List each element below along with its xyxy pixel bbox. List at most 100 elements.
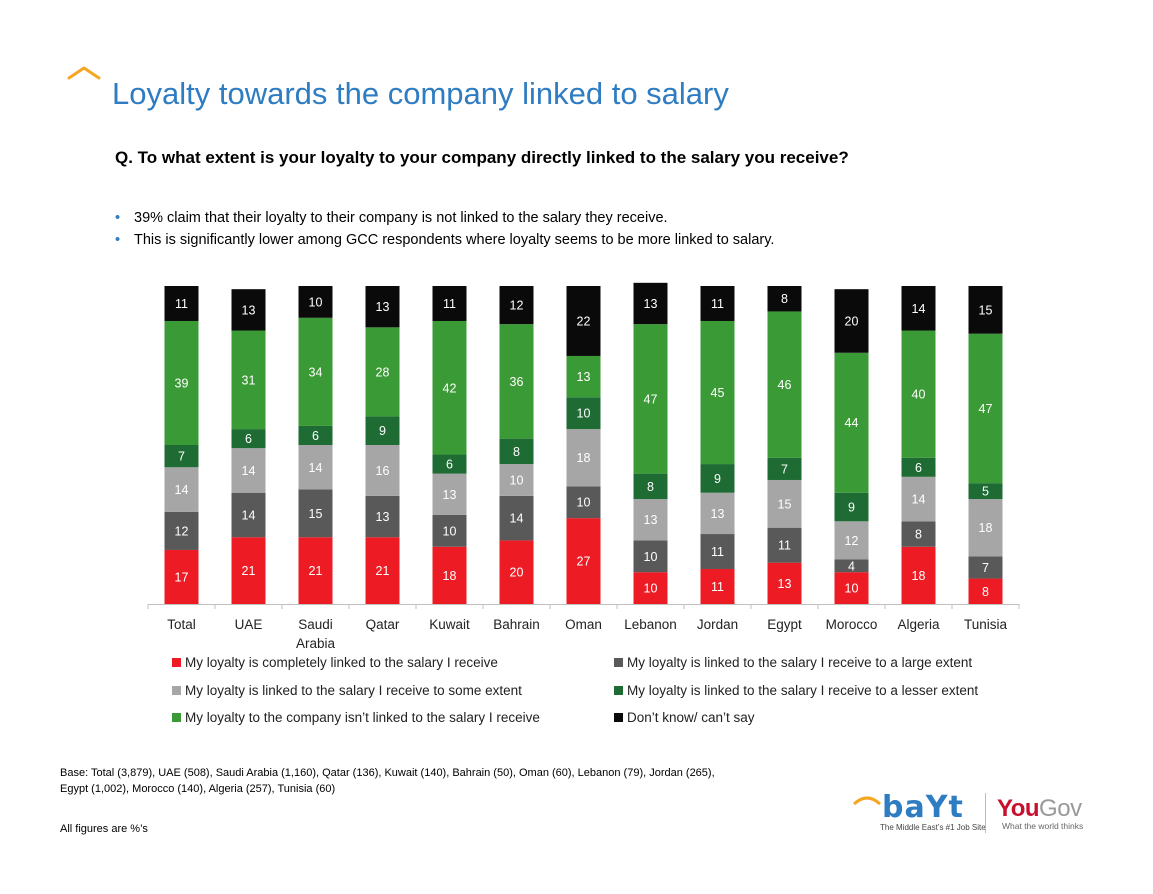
bullet-icon: • — [115, 210, 121, 226]
data-label: 20 — [510, 566, 524, 580]
bar-segment — [901, 521, 936, 547]
bar-segment — [566, 355, 601, 398]
data-label: 21 — [242, 564, 256, 578]
bar-segment — [164, 286, 199, 321]
bar-segment — [365, 445, 400, 496]
data-label: 11 — [175, 297, 188, 311]
bar-segment — [834, 559, 869, 573]
bullet-text: 39% claim that their loyalty to their co… — [134, 210, 668, 226]
category-label: Jordan — [697, 617, 738, 632]
data-label: 11 — [711, 297, 724, 311]
bar-segment — [901, 286, 936, 331]
legend-item: My loyalty to the company isn’t linked t… — [172, 710, 540, 725]
data-label: 27 — [577, 555, 591, 569]
category-label: Qatar — [366, 617, 400, 632]
data-label: 14 — [510, 512, 524, 526]
bar-segment — [164, 445, 199, 468]
data-label: 13 — [711, 507, 725, 521]
data-label: 20 — [845, 314, 859, 328]
data-label: 14 — [912, 302, 926, 316]
bar-segment — [499, 438, 534, 465]
data-label: 34 — [309, 365, 323, 379]
bar-segment — [365, 416, 400, 445]
data-label: 10 — [644, 550, 658, 564]
bar-segment — [298, 537, 333, 604]
bar-segment — [767, 479, 802, 528]
category-label: Oman — [565, 617, 602, 632]
category-label: Kuwait — [429, 617, 470, 632]
data-label: 13 — [644, 513, 658, 527]
data-label: 28 — [376, 365, 390, 379]
data-label: 15 — [778, 497, 792, 511]
bar-segment — [700, 534, 735, 570]
bar-segment — [968, 578, 1003, 604]
bar-segment — [298, 286, 333, 318]
data-label: 10 — [510, 473, 524, 487]
data-label: 8 — [781, 292, 788, 306]
data-label: 18 — [979, 521, 993, 535]
data-label: 21 — [376, 564, 390, 578]
bar-segment — [432, 473, 467, 515]
bar-segment — [700, 320, 735, 465]
base-note-line: Egypt (1,002), Morocco (140), Algeria (2… — [60, 783, 336, 795]
data-label: 18 — [443, 569, 457, 583]
data-label: 9 — [714, 472, 721, 486]
data-label: 21 — [309, 564, 323, 578]
bar-segment — [633, 282, 668, 325]
bar-segment — [231, 537, 266, 604]
data-label: 47 — [979, 402, 993, 416]
data-label: 22 — [577, 314, 591, 328]
bar-segment — [231, 289, 266, 331]
bar-segment — [767, 527, 802, 563]
bar-segment — [767, 562, 802, 604]
bar-segment — [566, 397, 601, 430]
category-label: Bahrain — [493, 617, 540, 632]
bar-segment — [633, 540, 668, 573]
bar-segment — [432, 286, 467, 321]
data-label: 6 — [915, 461, 922, 475]
data-label: 10 — [577, 496, 591, 510]
data-label: 15 — [979, 303, 993, 317]
legend-swatch — [172, 686, 181, 695]
bar-segment — [633, 572, 668, 604]
bar-segment — [499, 286, 534, 325]
summary-bullets: • 39% claim that their loyalty to their c… — [115, 207, 774, 251]
category-label: Tunisia — [964, 617, 1008, 632]
category-label: Egypt — [767, 617, 802, 632]
data-label: 11 — [711, 580, 724, 594]
data-label: 13 — [376, 510, 390, 524]
yougov-gov: Gov — [1039, 795, 1082, 822]
category-label: Arabia — [296, 636, 336, 651]
bar-segment — [365, 537, 400, 604]
bar-segment — [633, 324, 668, 474]
data-label: 11 — [711, 545, 724, 559]
data-label: 13 — [376, 300, 390, 314]
legend-label: My loyalty is linked to the salary I rec… — [185, 683, 522, 698]
data-label: 15 — [309, 507, 323, 521]
bar-segment — [566, 486, 601, 519]
data-label: 12 — [845, 534, 859, 548]
bayt-tagline: The Middle East’s #1 Job Site — [880, 823, 986, 832]
legend-swatch — [614, 658, 623, 667]
bar-segment — [968, 333, 1003, 484]
bar-segment — [834, 492, 869, 522]
data-label: 9 — [379, 424, 386, 438]
data-label: 11 — [443, 297, 456, 311]
bar-segment — [767, 286, 802, 312]
legend-label: My loyalty is completely linked to the s… — [185, 655, 498, 670]
data-label: 6 — [245, 432, 252, 446]
bar-segment — [164, 511, 199, 550]
bar-segment — [365, 327, 400, 417]
data-label: 14 — [242, 508, 256, 522]
data-label: 10 — [443, 524, 457, 538]
data-label: 6 — [446, 458, 453, 472]
data-label: 46 — [778, 378, 792, 392]
bar-segment — [432, 454, 467, 474]
page-title: Loyalty towards the company linked to sa… — [112, 76, 729, 111]
bar-segment — [901, 476, 936, 522]
bar-segment — [700, 492, 735, 535]
bar-segment — [499, 464, 534, 496]
bullet-icon: • — [115, 232, 121, 248]
bar-segment — [298, 425, 333, 445]
